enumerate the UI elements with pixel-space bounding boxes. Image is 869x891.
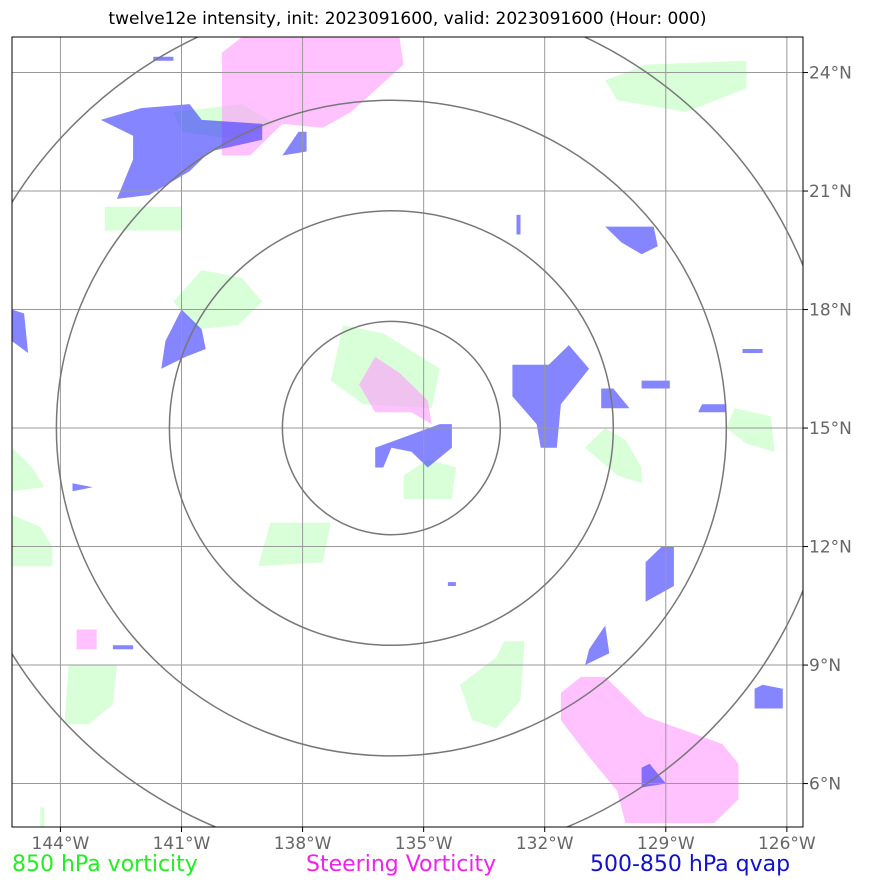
vorticity-850-area [258,522,331,567]
qvap-area [282,131,307,156]
range-ring [281,320,502,536]
lat-tick-label: 6°N [809,775,841,795]
lat-tick-label: 21°N [809,182,852,202]
qvap-area [601,388,630,409]
steering-vorticity-area [560,676,739,823]
vorticity-850-layer [12,60,775,827]
qvap-area [12,309,29,353]
vorticity-850-area [605,60,747,112]
qvap-area [754,684,783,709]
qvap-layer [12,56,783,788]
qvap-area [605,226,658,255]
qvap-area [516,214,521,235]
vorticity-850-area [585,428,642,484]
map-title: twelve12e intensity, init: 2023091600, v… [108,9,707,29]
vorticity-850-area [173,270,263,330]
lon-tick-label: 126°W [758,834,816,854]
vorticity-850-area [104,206,182,231]
qvap-area [698,404,727,413]
plot-area [12,37,803,827]
vorticity-850-area [40,807,45,827]
qvap-area [512,345,590,448]
qvap-area [447,582,456,586]
qvap-area [375,424,452,468]
qvap-area [72,483,93,492]
map-frame [11,36,804,828]
steering-vorticity-area [221,37,404,156]
lon-tick-label: 129°W [637,834,695,854]
lon-tick-label: 144°W [32,834,90,854]
legend-steering-vorticity: Steering Vorticity [306,852,497,877]
steering-vorticity-area [76,629,97,650]
longitude-tick-labels: 144°W 141°W 138°W 135°W 132°W 129°W 126°W [32,827,816,854]
lat-tick-label: 12°N [809,538,852,558]
range-rings [12,37,803,827]
lon-tick-label: 138°W [274,834,332,854]
qvap-area [161,309,206,369]
lat-tick-label: 15°N [809,419,852,439]
grid-lines [12,37,803,827]
qvap-area [742,349,763,353]
legend-vorticity-850: 850 hPa vorticity [12,852,198,877]
lat-tick-label: 9°N [809,656,841,676]
vorticity-850-area [403,459,456,500]
steering-vorticity-area [359,356,432,425]
vorticity-850-area [460,641,525,729]
latitude-tick-labels: 6°N 9°N 12°N 15°N 18°N 21°N 24°N [803,64,852,795]
vorticity-850-area [12,447,45,492]
qvap-area [641,763,666,788]
qvap-area [645,546,674,602]
qvap-area [585,625,610,665]
lat-tick-label: 24°N [809,64,852,84]
lon-tick-label: 132°W [516,834,574,854]
vorticity-850-area [64,665,117,725]
vorticity-850-area [12,514,53,567]
lon-tick-label: 135°W [395,834,453,854]
range-ring [55,99,728,757]
lon-tick-label: 141°W [153,834,211,854]
range-ring [168,210,615,647]
vorticity-850-area [726,408,775,452]
lat-tick-label: 18°N [809,301,852,321]
steering-vorticity-layer [76,37,739,823]
legend-qvap: 500-850 hPa qvap [590,852,791,877]
qvap-area [641,380,670,389]
qvap-area [112,645,134,650]
